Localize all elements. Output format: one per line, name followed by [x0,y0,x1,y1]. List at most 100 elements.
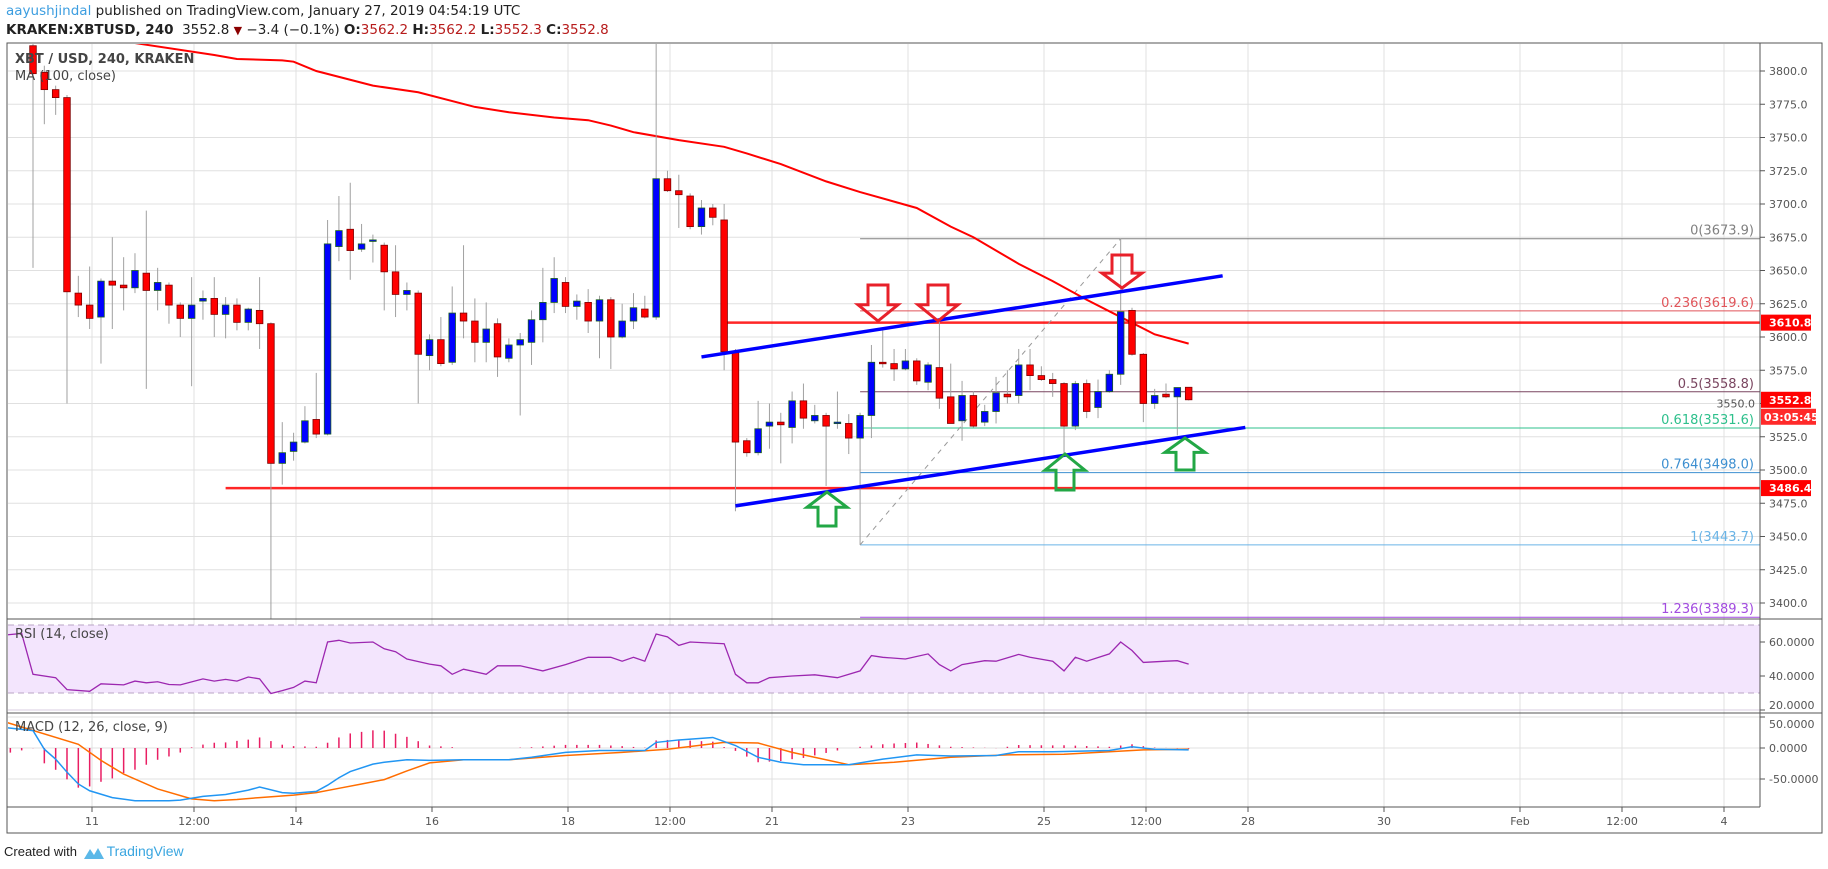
candle-down-body [1026,364,1034,376]
price-tick-label: 3450.0 [1769,531,1808,544]
candle [527,310,536,365]
candle-down-body [108,280,117,286]
candle-down-body [437,339,445,365]
candle [924,362,932,391]
fib-level-label: 0(3673.9) [1690,224,1754,239]
price-pane[interactable] [29,24,1760,619]
candle [901,348,910,371]
candle [199,290,207,320]
candle [391,245,400,318]
candle [1162,383,1170,399]
time-label: 21 [765,815,779,828]
high-value: 3562.2 [429,22,477,38]
candle [40,65,49,125]
candle-down-body [255,309,264,325]
candle-down-body [63,97,71,293]
candle [1116,238,1125,385]
close-value: 3552.8 [561,22,609,38]
candle-down-body [142,272,150,291]
candle-up-body [652,178,660,318]
candle-down-body [720,219,728,353]
candle-up-body [1015,364,1023,396]
fib-level-label: 0.236(3619.6) [1661,296,1754,311]
price-tick-label: 3400.0 [1769,597,1808,610]
candle-up-body [981,411,989,423]
candle [131,253,139,294]
candle [323,219,332,436]
candle-up-body [595,299,604,322]
candle-down-body [731,351,740,443]
footer: Created with TradingView [4,843,184,860]
candle-up-body [131,270,139,289]
price-tick-label: 3575.0 [1769,364,1808,377]
price-tick-label: 3800.0 [1769,65,1808,78]
candle-down-body [584,302,592,322]
fib-level-label: 1.236(3389.3) [1661,602,1754,617]
support-up-arrow-icon [802,490,852,528]
candle-down-body [709,207,717,218]
candle-up-body [754,428,762,454]
candle [697,200,706,235]
rsi-pane[interactable] [0,632,1189,695]
candle [63,94,71,404]
candle [51,85,60,115]
candle [856,412,864,545]
rsi-tick-label: 20.0000 [1769,699,1815,712]
fib-level-label: 0.618(3531.6) [1661,413,1754,428]
candle [935,321,944,409]
candle [437,317,445,367]
price-change: −3.4 (−0.1%) [246,22,340,38]
publish-info: aayushjindal published on TradingView.co… [6,3,520,19]
candle-down-body [913,360,921,382]
candle [74,275,83,318]
price-tag [1761,314,1811,331]
candle-up-body [221,304,230,315]
candle-down-body [879,361,887,365]
candle-up-body [369,239,377,242]
candle-down-body [29,45,37,75]
candle [788,391,796,444]
candle [561,277,570,314]
candle-down-body [1060,383,1068,427]
candle-up-body [97,280,105,318]
candle [1105,370,1114,393]
price-tick-label: 3675.0 [1769,231,1808,244]
candle [210,277,218,337]
price-tag-label: 3486.4 [1769,482,1812,495]
candle [142,210,150,389]
candle [459,245,468,339]
candle [1184,386,1193,401]
candle-down-body [1128,309,1136,355]
candle-down-body [1184,386,1193,401]
candle-down-body [1049,379,1057,384]
candle [493,318,502,377]
rsi-line [8,632,1189,695]
candle [289,432,298,461]
candle [380,242,388,311]
candle [833,391,842,429]
time-label: 25 [1037,815,1051,828]
candle [992,376,1000,424]
time-label: 12:00 [1130,815,1162,828]
tradingview-brand-link[interactable]: TradingView [106,843,184,859]
price-tag-label: 3552.8 [1769,394,1811,407]
candle [505,338,513,363]
candle [822,412,830,486]
trendline [701,274,1223,359]
candle-down-body [74,292,83,306]
candle-down-body [686,195,694,228]
symbol-label: KRAKEN:XBTUSD, 240 [6,22,174,38]
candle-up-body [901,360,910,370]
author-link[interactable]: aayushjindal [6,3,92,19]
candle-down-body [176,304,184,319]
time-label: 23 [901,815,915,828]
candle-up-body [811,415,819,422]
candle-down-body [380,244,388,273]
candle-up-body [244,308,252,323]
resistance-down-arrow-icon [1097,253,1147,290]
macd-pane[interactable] [0,720,1190,802]
macd-line [8,727,1189,802]
candle [686,193,694,230]
macd-legend: MACD (12, 26, close, 9) [15,720,168,735]
